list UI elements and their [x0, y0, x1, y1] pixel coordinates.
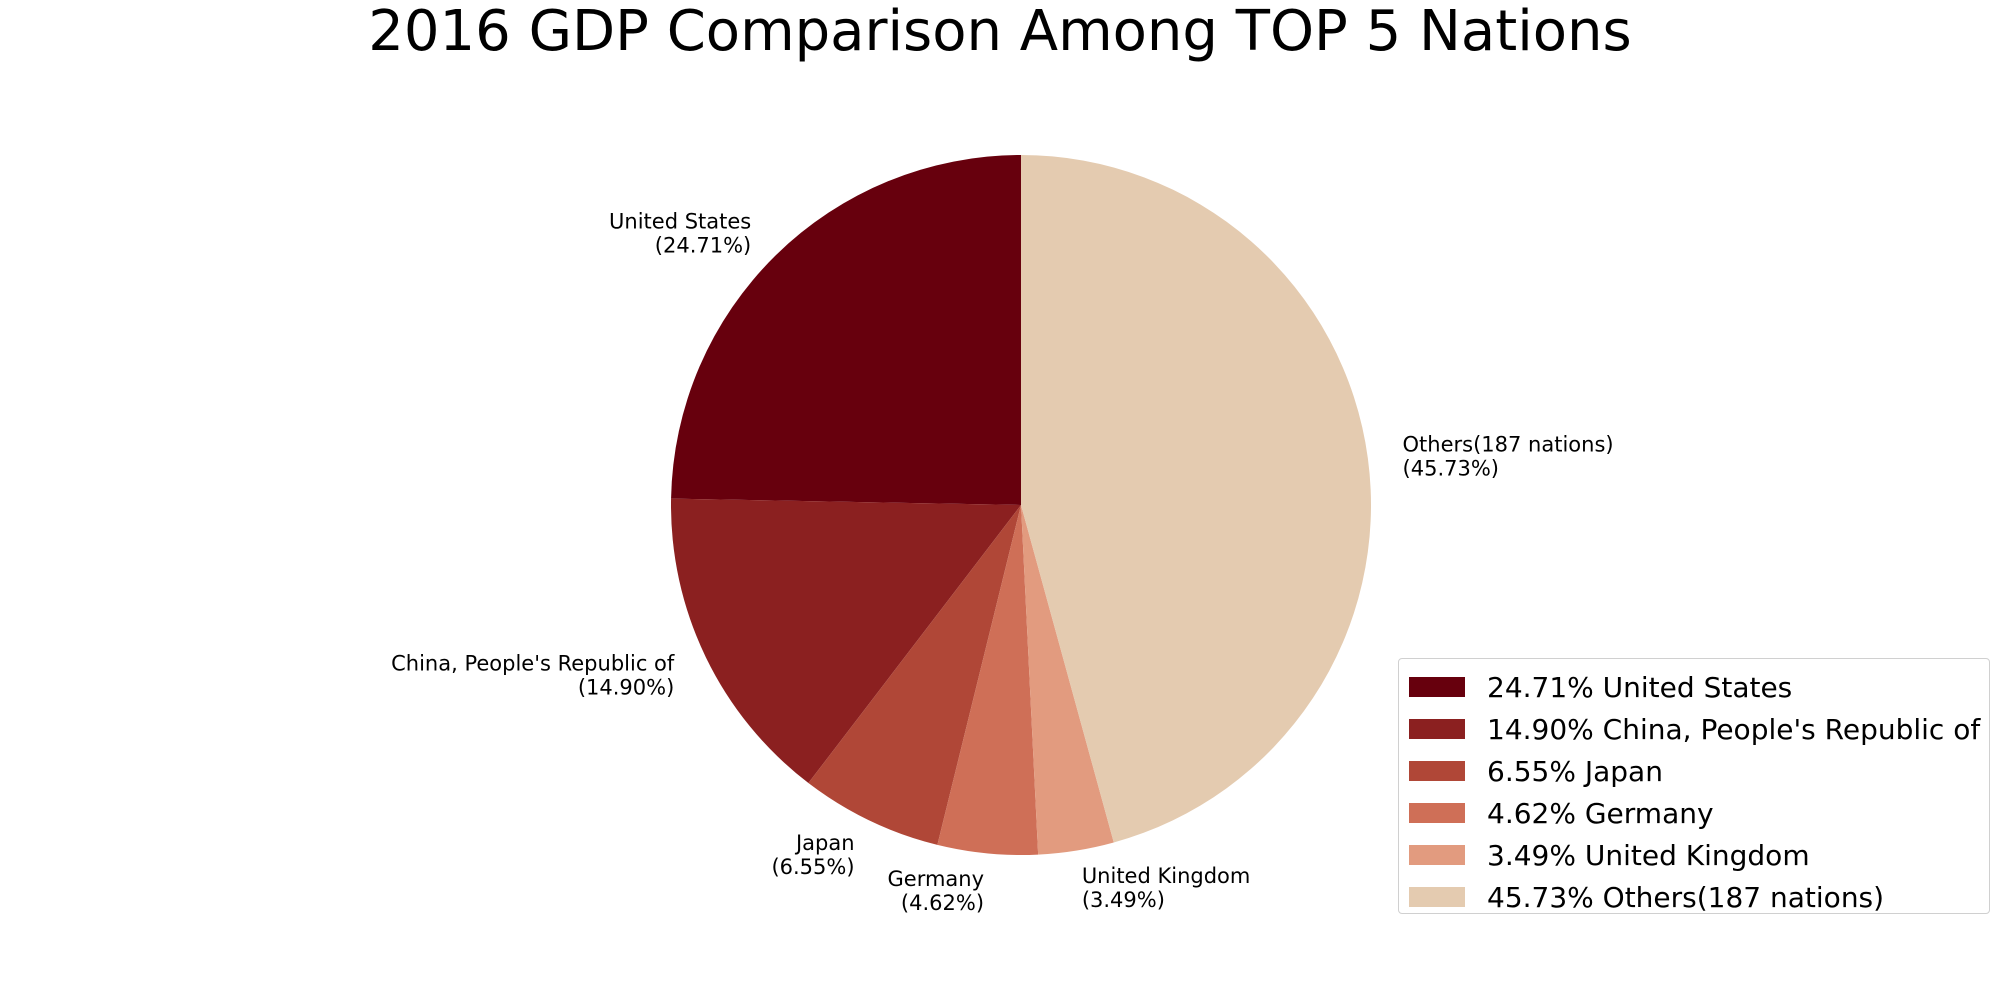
legend-item-united-kingdom: 3.49% United Kingdom: [1409, 834, 1989, 876]
legend-label: 45.73% Others(187 nations): [1487, 880, 1885, 914]
pie-slice-germany: [937, 505, 1039, 855]
legend-item-china-people-s-republic-of: 14.90% China, People's Republic of: [1409, 708, 1989, 750]
legend-item-united-states: 24.71% United States: [1409, 666, 1989, 708]
slice-label-others-187-nations: Others(187 nations) (45.73%): [1403, 433, 1614, 481]
pie-slice-china-people-s-republic-of: [671, 498, 1021, 784]
pie-slice-japan: [808, 505, 1021, 845]
slice-label-united-kingdom: United Kingdom (3.49%): [1082, 864, 1251, 912]
slice-label-japan: Japan (6.55%): [771, 831, 854, 879]
chart-title: 2016 GDP Comparison Among TOP 5 Nations: [368, 0, 1632, 64]
legend-label: 4.62% Germany: [1487, 796, 1714, 830]
legend-swatch: [1409, 761, 1465, 781]
legend: 24.71% United States 14.90% China, People…: [1398, 658, 1990, 914]
pie-slice-united-kingdom: [1021, 505, 1114, 855]
slice-label-china-people-s-republic-of: China, People's Republic of (14.90%): [391, 651, 675, 699]
legend-swatch: [1409, 803, 1465, 823]
legend-label: 24.71% United States: [1487, 670, 1793, 704]
legend-swatch: [1409, 677, 1465, 697]
slice-label-united-states: United States (24.71%): [609, 209, 751, 257]
legend-swatch: [1409, 719, 1465, 739]
legend-label: 6.55% Japan: [1487, 754, 1663, 788]
slice-label-germany: Germany (4.62%): [888, 867, 985, 915]
legend-item-others-187-nations: 45.73% Others(187 nations): [1409, 876, 1989, 918]
pie-slice-united-states: [671, 155, 1021, 505]
legend-label: 3.49% United Kingdom: [1487, 838, 1810, 872]
pie-slice-others-187-nations: [1021, 155, 1371, 843]
legend-item-japan: 6.55% Japan: [1409, 750, 1989, 792]
legend-swatch: [1409, 845, 1465, 865]
legend-swatch: [1409, 887, 1465, 907]
legend-label: 14.90% China, People's Republic of: [1487, 712, 1981, 746]
legend-item-germany: 4.62% Germany: [1409, 792, 1989, 834]
